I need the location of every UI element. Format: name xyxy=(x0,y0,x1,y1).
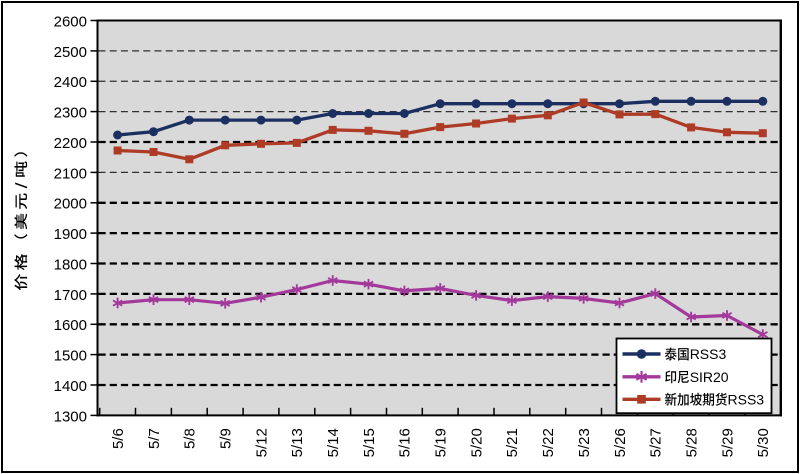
svg-text:1500: 1500 xyxy=(54,348,87,365)
svg-text:5/21: 5/21 xyxy=(504,428,521,457)
svg-text:5/8: 5/8 xyxy=(182,428,199,449)
svg-text:5/12: 5/12 xyxy=(253,428,270,457)
svg-text:2400: 2400 xyxy=(54,74,87,91)
svg-text:2100: 2100 xyxy=(54,165,87,182)
svg-text:5/28: 5/28 xyxy=(683,428,700,457)
svg-text:1300: 1300 xyxy=(54,408,87,425)
svg-text:2600: 2600 xyxy=(54,13,87,30)
svg-text:5/7: 5/7 xyxy=(146,428,163,449)
svg-text:2000: 2000 xyxy=(54,196,87,213)
svg-text:5/14: 5/14 xyxy=(325,428,342,457)
svg-text:2500: 2500 xyxy=(54,44,87,61)
svg-text:2300: 2300 xyxy=(54,105,87,122)
svg-text:SIR20: SIR20 xyxy=(690,369,729,385)
svg-text:2200: 2200 xyxy=(54,135,87,152)
svg-text:5/22: 5/22 xyxy=(540,428,557,457)
svg-text:5/30: 5/30 xyxy=(755,428,772,457)
svg-text:5/29: 5/29 xyxy=(719,428,736,457)
svg-text:5/16: 5/16 xyxy=(397,428,414,457)
svg-text:1600: 1600 xyxy=(54,317,87,334)
svg-text:1700: 1700 xyxy=(54,287,87,304)
svg-text:5/26: 5/26 xyxy=(612,428,629,457)
svg-text:5/20: 5/20 xyxy=(468,428,485,457)
svg-text:5/27: 5/27 xyxy=(648,428,665,457)
svg-text:5/6: 5/6 xyxy=(110,428,127,449)
svg-text:5/15: 5/15 xyxy=(361,428,378,457)
svg-text:1800: 1800 xyxy=(54,256,87,273)
svg-text:5/9: 5/9 xyxy=(218,428,235,449)
svg-text:1900: 1900 xyxy=(54,226,87,243)
svg-text:5/19: 5/19 xyxy=(433,428,450,457)
svg-text:RSS3: RSS3 xyxy=(690,346,727,362)
svg-text:5/13: 5/13 xyxy=(289,428,306,457)
svg-text:RSS3: RSS3 xyxy=(728,392,765,408)
svg-text:5/23: 5/23 xyxy=(576,428,593,457)
svg-text:1400: 1400 xyxy=(54,378,87,395)
